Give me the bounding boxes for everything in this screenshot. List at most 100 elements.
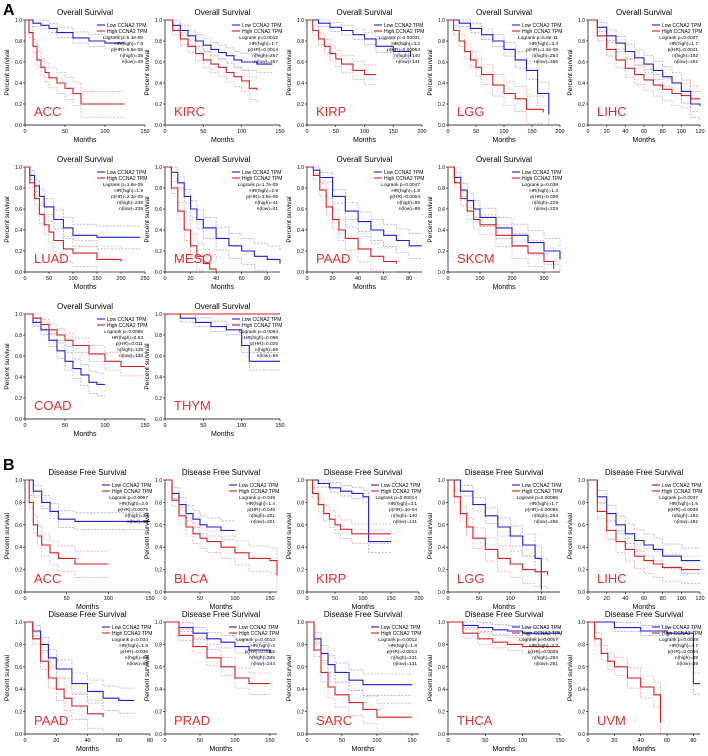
km-curve-high (25, 166, 122, 262)
stat-line: HR(high)=3.1 (388, 501, 417, 507)
x-tick-label: 50 (64, 596, 70, 602)
y-axis-label: Percent survival (286, 654, 293, 701)
y-tick-label: 0.6 (438, 60, 445, 66)
y-tick-label: 0.2 (155, 249, 162, 255)
legend-label-high: High CCNA2 TPM (662, 489, 702, 495)
y-tick-label: 0.8 (15, 186, 22, 192)
stat-line: n(low)=229 (534, 206, 558, 212)
x-tick-label: 150 (92, 276, 101, 282)
x-tick-label: 0 (23, 596, 26, 602)
y-tick-label: 1.0 (297, 165, 304, 171)
ci-lower-low (165, 621, 271, 661)
stat-line: HR(high)=1.8 (391, 188, 420, 194)
x-tick-label: 50 (333, 129, 339, 135)
y-tick-label: 1.0 (15, 18, 22, 24)
y-tick-label: 0.4 (15, 375, 22, 381)
x-tick-label: 100 (499, 129, 508, 135)
stat-line: n(low)=39 (677, 661, 699, 667)
y-axis-label: Percent survival (427, 49, 434, 96)
y-axis-label: Percent survival (427, 196, 434, 243)
km-plot-21: Disease Free Survival 0.0 0.2 0.4 0.6 0.8 1.0 0… (567, 610, 702, 753)
x-tick-label: 200 (555, 129, 564, 135)
y-tick-label: 0.0 (438, 270, 445, 276)
x-tick-label: 50 (473, 129, 479, 135)
stat-line: n(high)=59 (255, 347, 278, 353)
stat-line: HR(high)=1.3 (529, 188, 558, 194)
ci-upper-low (588, 479, 700, 549)
x-tick-label: 80 (264, 276, 270, 282)
stat-line: p(HR)=0.0075 (118, 507, 149, 513)
ci-upper-low (307, 479, 391, 532)
x-axis-label: Months (74, 431, 97, 438)
y-tick-label: 0.4 (578, 81, 585, 87)
km-curve-high (307, 166, 397, 264)
km-curve-high (448, 19, 544, 113)
x-tick-label: 150 (265, 596, 274, 602)
y-tick-label: 0.6 (297, 665, 304, 671)
x-tick-label: 0 (23, 276, 26, 282)
y-tick-label: 0.4 (155, 228, 162, 234)
y-tick-label: 1.0 (438, 165, 445, 171)
km-curve-high (307, 19, 376, 76)
x-tick-label: 80 (147, 738, 153, 744)
legend-label-low: Low CCNA2 TPM (381, 483, 420, 489)
km-curve-high (25, 621, 104, 718)
x-tick-label: 150 (265, 738, 274, 744)
stat-line: n(low)=244 (251, 661, 275, 667)
panel-label-b: B (3, 457, 15, 474)
plot-title: Disease Free Survival (48, 610, 126, 619)
legend-label-low: Low CCNA2 TPM (522, 625, 561, 631)
y-tick-label: 0.4 (438, 81, 445, 87)
ci-lower-high (307, 621, 412, 733)
plot-title: Disease Free Survival (465, 468, 543, 477)
ci-upper-low (165, 621, 271, 646)
x-tick-label: 50 (62, 129, 68, 135)
y-tick-label: 0.8 (578, 39, 585, 45)
y-axis-label: Percent survival (286, 196, 293, 243)
x-tick-label: 300 (539, 276, 548, 282)
ci-upper-high (25, 479, 109, 552)
y-axis-label: Percent survival (286, 512, 293, 559)
x-tick-label: 100 (68, 276, 77, 282)
km-curve-high (165, 621, 270, 685)
y-tick-label: 0.2 (438, 710, 445, 716)
y-tick-label: 1.0 (438, 18, 445, 24)
y-tick-label: 0.6 (155, 665, 162, 671)
ci-upper-low (165, 19, 273, 56)
km-curve-high (588, 621, 662, 723)
stat-line: Logrank p=0.0057 (109, 495, 148, 501)
x-tick-label: 40 (84, 738, 90, 744)
x-tick-label: 100 (358, 596, 367, 602)
legend-label-low: Low CCNA2 TPM (112, 625, 151, 631)
y-tick-label: 0.6 (15, 523, 22, 529)
y-tick-label: 0.4 (155, 545, 162, 551)
x-tick-label: 0 (163, 596, 166, 602)
km-curve-low (25, 19, 125, 44)
y-tick-label: 0.0 (155, 123, 162, 129)
legend-label-low: Low CCNA2 TPM (662, 23, 701, 29)
x-tick-label: 100 (677, 596, 686, 602)
ci-lower-high (588, 19, 700, 112)
cancer-label: MESO (174, 251, 212, 266)
x-tick-label: 20 (329, 276, 335, 282)
stat-line: n(high)=201 (249, 513, 275, 519)
y-tick-label: 1.0 (578, 18, 585, 24)
ci-upper-high (25, 166, 122, 248)
stat-line: Logrank p=1.7e-05 (238, 182, 279, 188)
x-axis-label: Months (76, 746, 99, 753)
stat-line: p(HR)=5.8e-05 (111, 47, 143, 53)
stat-line: n(high)=254 (532, 53, 558, 59)
legend-label-high: High CCNA2 TPM (107, 323, 147, 329)
y-axis-label: Percent survival (144, 196, 151, 243)
y-tick-label: 0.0 (297, 123, 304, 129)
legend-label-low: Low CCNA2 TPM (242, 317, 281, 323)
ci-upper-low (307, 621, 412, 675)
km-curve-low (307, 19, 412, 57)
km-curve-high (448, 479, 549, 576)
x-tick-label: 40 (213, 276, 219, 282)
ci-upper-high (25, 19, 125, 92)
ci-lower-low (165, 479, 235, 541)
km-curve-high (307, 621, 412, 718)
stat-line: Logrank p=1.6e-05 (103, 182, 144, 188)
